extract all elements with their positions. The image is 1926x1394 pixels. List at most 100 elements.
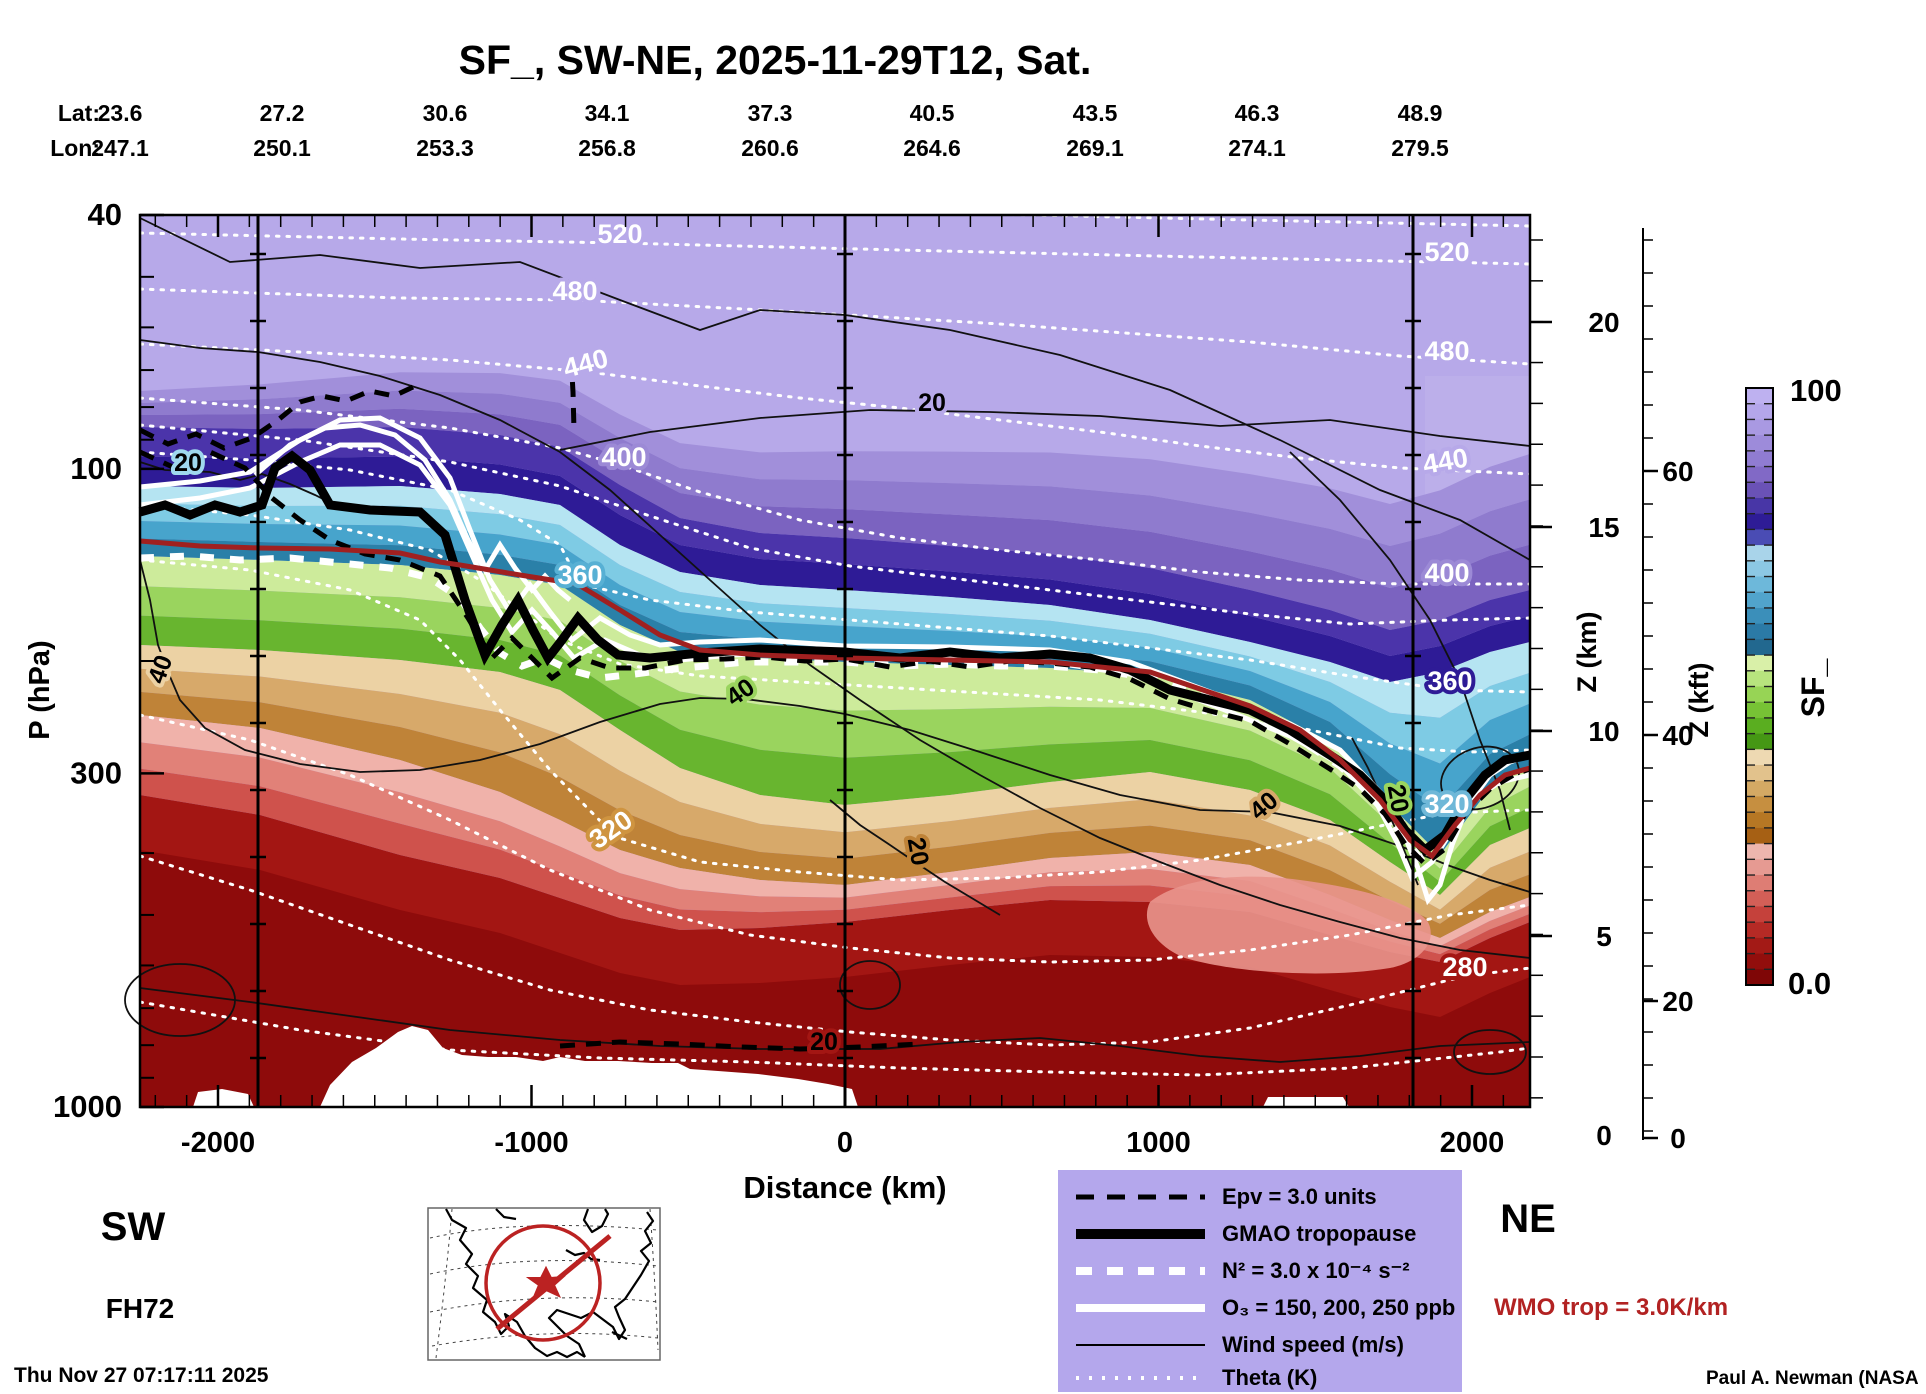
lat-value: 48.9 [1398, 100, 1443, 126]
sw-endpoint-label: SW [101, 1205, 166, 1249]
wind-contours [124, 217, 1531, 1075]
zkm-tick-label: 5 [1596, 921, 1612, 952]
theta-label: 280 [1442, 952, 1487, 982]
legend-item-wind: Wind speed (m/s) [1222, 1332, 1404, 1357]
purple-band [140, 408, 1530, 630]
zkft-tick-label: 0 [1670, 1123, 1686, 1154]
indigo-band [140, 456, 1530, 682]
lon-value: 260.6 [741, 135, 799, 161]
lat-value: 34.1 [585, 100, 630, 126]
theta-contour-line [138, 713, 1532, 964]
tan-band [140, 691, 1530, 938]
theta-contour-line [138, 558, 1532, 882]
latlon-values: 23.6 27.2 30.6 34.1 37.3 40.5 43.5 46.3 48.9 247.… [91, 100, 1449, 161]
legend-item-epv: Epv = 3.0 units [1222, 1184, 1377, 1209]
colorbar-cell [1746, 466, 1773, 483]
p-axis-title: P (hPa) [24, 640, 56, 739]
colorbar-cell [1746, 780, 1773, 797]
colorbar-cell [1746, 497, 1773, 515]
wind-label: 20 [918, 389, 946, 417]
x-tick-label: -1000 [494, 1127, 568, 1159]
colorbar-border [1745, 387, 1774, 986]
wind-contour-line [139, 987, 1531, 1063]
zkm-tick-label: 0 [1596, 1120, 1612, 1151]
theta-contour-line [138, 396, 1532, 586]
colorbar-cell [1746, 702, 1773, 719]
colorbar-cell [1746, 922, 1773, 939]
lat-row-label: Lat: [58, 100, 100, 126]
green-band [140, 615, 1530, 895]
wind-contour-line [559, 409, 1531, 451]
x-tick-label: -2000 [181, 1127, 255, 1159]
cyan-band [140, 503, 1530, 764]
x-tick-label: 0 [837, 1127, 853, 1159]
p-tick-label: 1000 [53, 1089, 122, 1124]
theta-label: 520 [597, 219, 642, 249]
legend-swatches [1076, 1194, 1205, 1380]
colorbar-cell [1746, 607, 1773, 625]
epv-contour-line [138, 383, 417, 451]
lon-value: 253.3 [416, 135, 474, 161]
pink-pocket [1146, 876, 1431, 974]
gmao-tropopause-line [138, 450, 1531, 856]
colorbar-cell [1746, 953, 1773, 970]
colorbar-title: SF_ [1795, 657, 1831, 717]
colorbar-cell [1746, 859, 1773, 876]
colorbar-cell [1746, 639, 1773, 656]
colorbar [1745, 387, 1774, 986]
indigo-band [140, 427, 1530, 656]
theta-label: 320 [1424, 789, 1469, 819]
theta-contour-line [138, 503, 1532, 754]
epv-contours [138, 355, 1531, 1052]
zkm-axis-title: Z (km) [1572, 612, 1602, 693]
terrain-profile [193, 1089, 254, 1107]
purple-band [140, 372, 1530, 546]
lat-value: 37.3 [748, 100, 793, 126]
credit: Paul A. Newman (NASA [1706, 1368, 1919, 1389]
theta-contour-line [138, 231, 1532, 266]
plot-border-and-ticks: 40 100 300 1000 -2000 -1000 0 1000 2000 20 15 10 5 0 6… [53, 197, 1694, 1159]
lon-row-label: Lon: [50, 135, 100, 161]
wind-contour-line [139, 461, 336, 506]
theta-contour-line [138, 854, 1532, 1047]
wind-contour-line [139, 559, 1531, 893]
colorbar-cell [1746, 827, 1773, 845]
colorbar-cell [1746, 482, 1773, 499]
wind-contour-loop [1440, 745, 1520, 811]
zkm-tick-label: 15 [1588, 512, 1619, 543]
wind-contour-line [139, 217, 1531, 561]
inset-map [427, 1207, 661, 1361]
colorbar-cell [1746, 812, 1773, 829]
tan-band [140, 668, 1530, 924]
purple-band [140, 390, 1530, 588]
lon-value: 269.1 [1066, 135, 1124, 161]
p-tick-label: 40 [88, 197, 122, 232]
colorbar-cell [1746, 969, 1773, 986]
inset-cross-section-track [484, 1224, 612, 1342]
colorbar-cell [1746, 843, 1773, 860]
legend-item-o3: O₃ = 150, 200, 250 ppb [1222, 1295, 1455, 1320]
wind-label: 20 [1382, 782, 1414, 814]
theta-contour-line [138, 450, 1532, 694]
theta-label: 400 [1424, 558, 1469, 588]
lon-value: 264.6 [903, 135, 961, 161]
lon-value: 274.1 [1228, 135, 1286, 161]
zkm-tick-label: 20 [1588, 307, 1619, 338]
x-axis-title: Distance (km) [743, 1170, 946, 1205]
colorbar-cell [1746, 592, 1773, 609]
wind-contour-loop [124, 963, 236, 1037]
darkest-red-band [140, 850, 1530, 1107]
epv-contour-line [559, 1039, 921, 1052]
wind-contour-line [829, 799, 1001, 916]
lat-value: 46.3 [1235, 100, 1280, 126]
o3-contour-line [139, 415, 1531, 906]
wmo-trop-note: WMO trop = 3.0K/km [1494, 1294, 1728, 1321]
lon-value: 250.1 [253, 135, 311, 161]
theta-contour-line [138, 1000, 1532, 1077]
colorbar-cell [1746, 906, 1773, 923]
forecast-hour-label: FH72 [106, 1293, 174, 1324]
lon-value: 247.1 [91, 135, 149, 161]
colorbar-min-label: 0.0 [1788, 966, 1831, 1001]
legend-item-theta: Theta (K) [1222, 1365, 1317, 1390]
